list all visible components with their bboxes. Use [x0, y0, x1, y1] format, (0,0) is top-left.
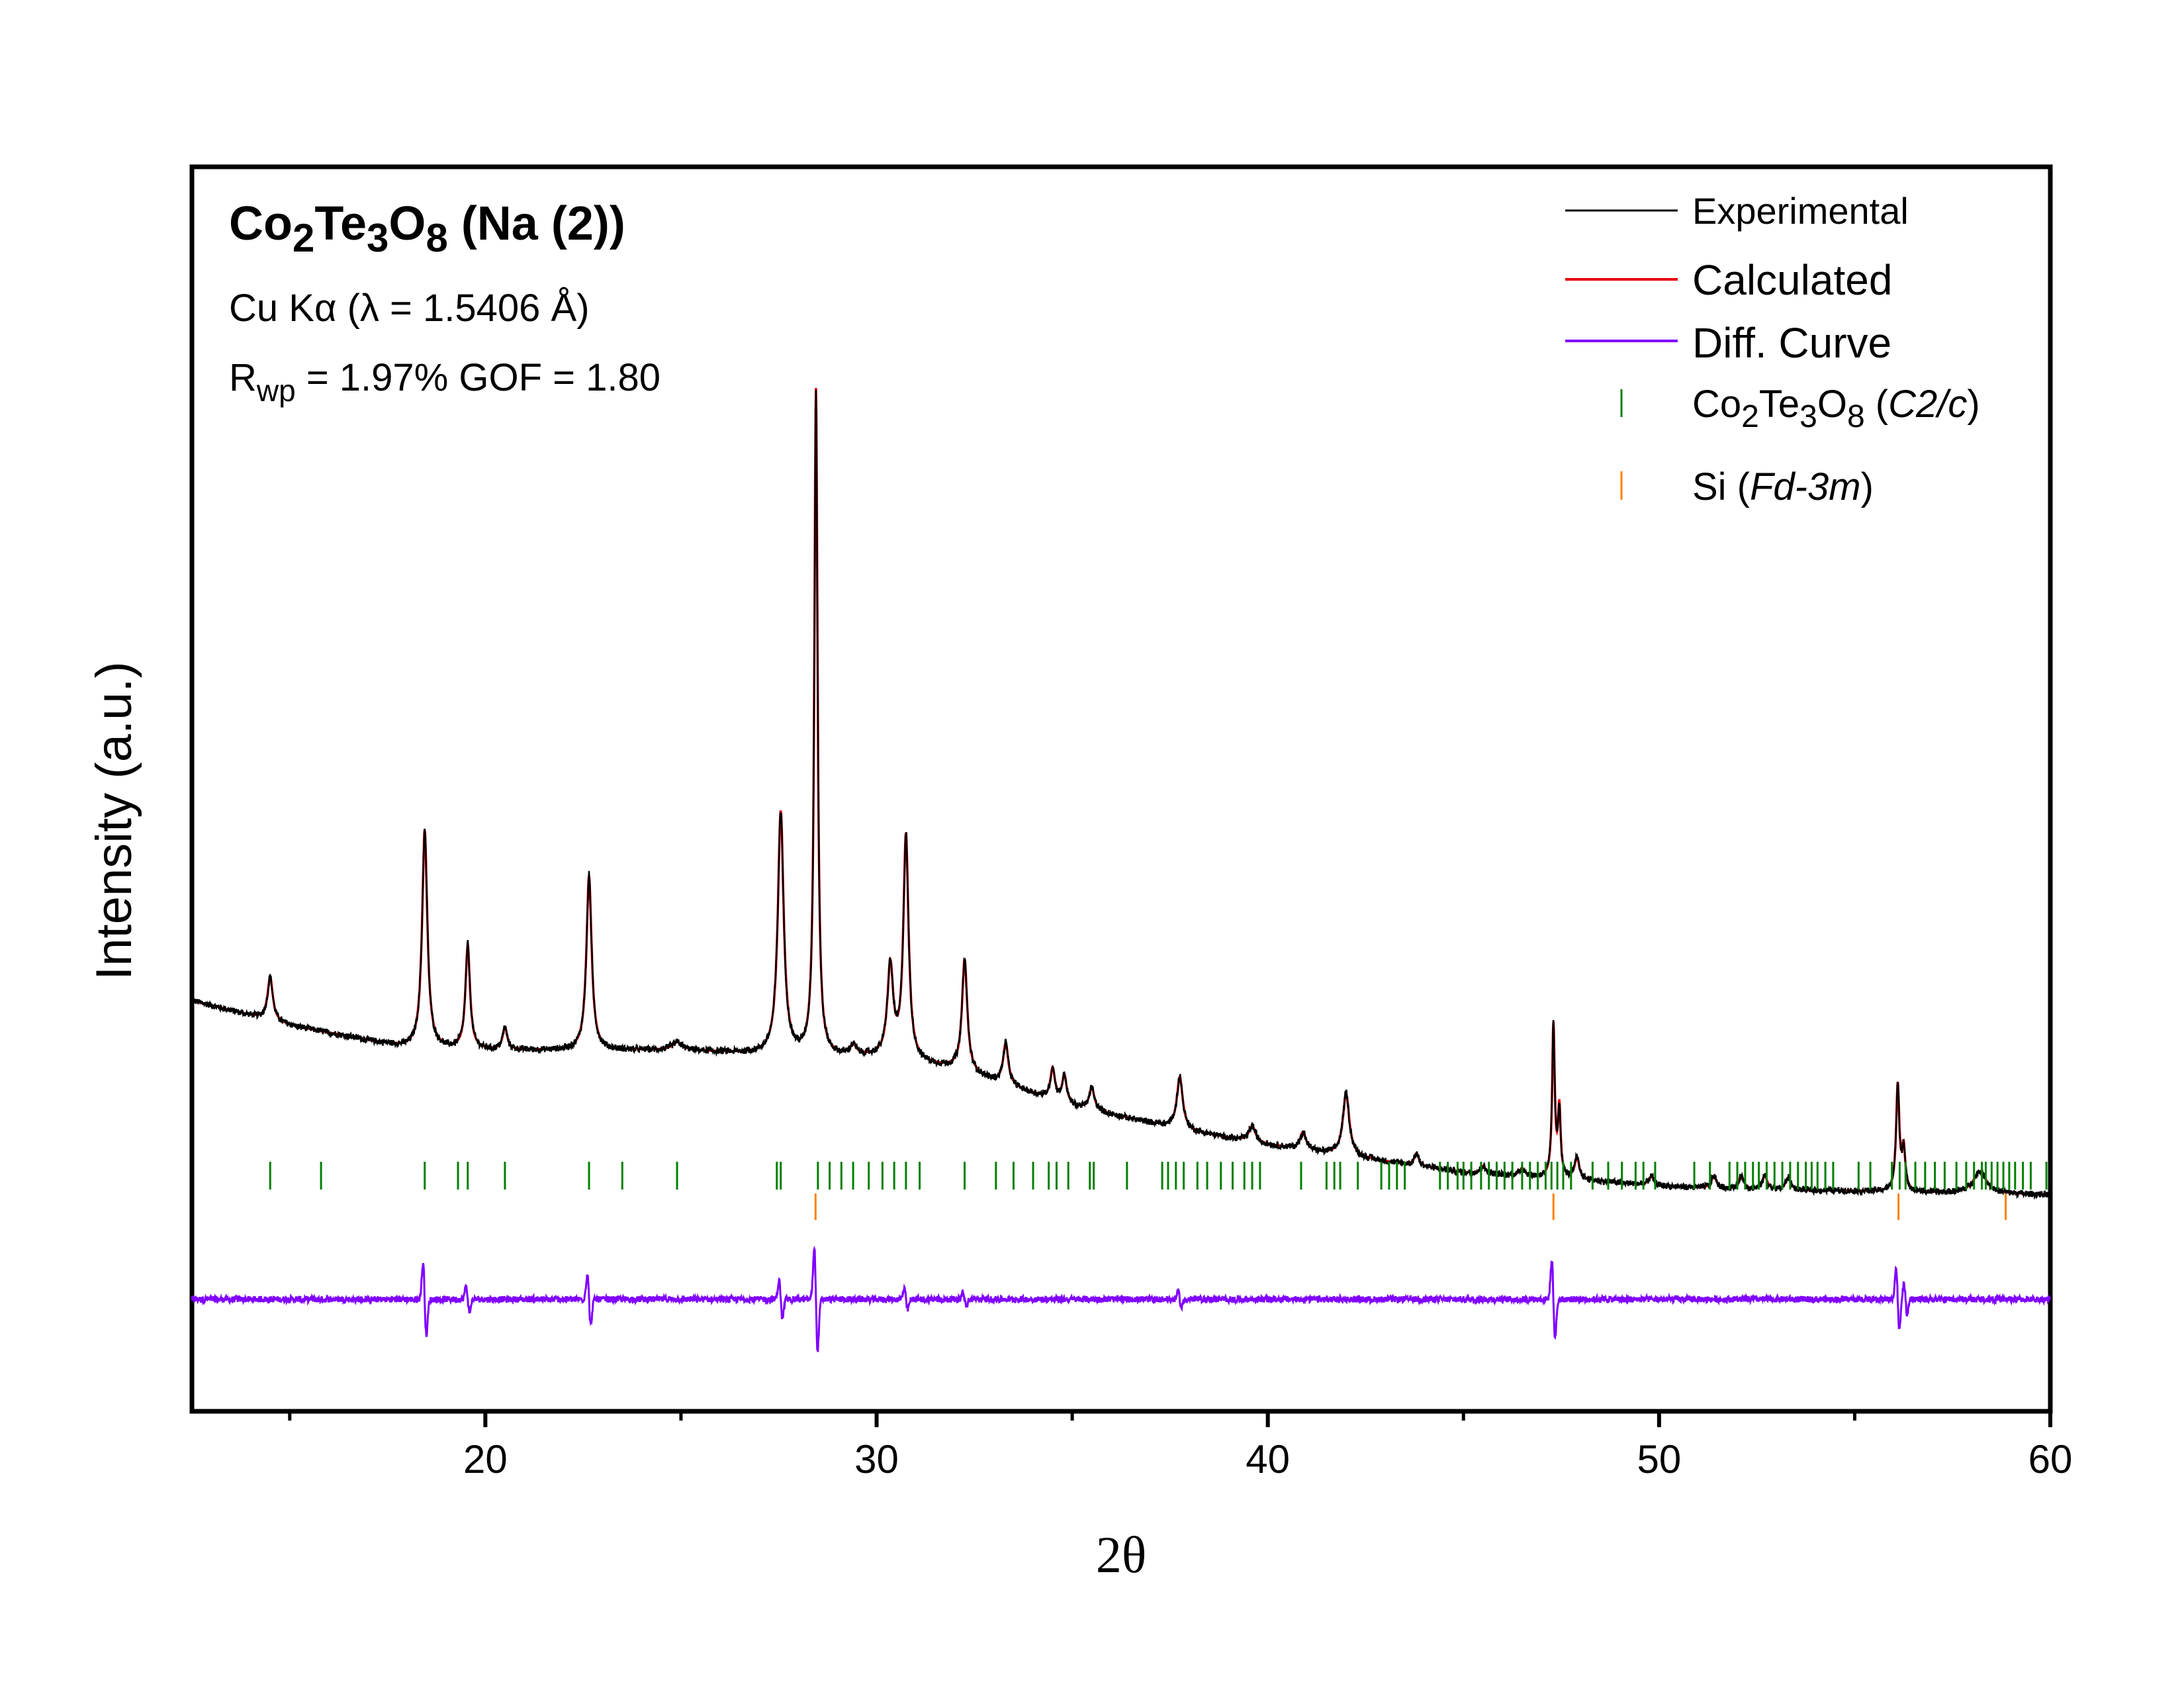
y-axis-label: Intensity (a.u.): [86, 661, 142, 980]
x-tick-label: 50: [1637, 1437, 1681, 1481]
legend-label-co2te3o8: Co2Te3O8 (C2/c): [1692, 383, 1980, 434]
radiation-annotation: Cu Kα (λ = 1.5406 Å): [229, 287, 590, 330]
legend-label-experimental: Experimental: [1692, 190, 1909, 232]
x-tick-label: 60: [2028, 1437, 2073, 1481]
reflection-ticks-co2te3o8: [269, 1162, 2048, 1190]
series-calculated: [191, 388, 2050, 1196]
chart-title: Co2Te3O8 (Na (2)): [229, 197, 625, 260]
x-axis-label: 2θ: [1096, 1526, 1146, 1583]
reflection-ticks-si: [814, 1194, 2007, 1220]
x-tick-label: 40: [1246, 1437, 1290, 1481]
legend-label-si: Si (Fd-3m): [1692, 465, 1874, 508]
plot-frame: [189, 164, 2053, 1414]
x-tick-label: 30: [854, 1437, 899, 1481]
legend-label-diff-curve: Diff. Curve: [1692, 319, 1891, 367]
legend: Experimental Calculated Diff. Curve Co2T…: [1565, 190, 1980, 508]
data-curves: [191, 388, 2052, 1352]
x-axis: 20 30 40 50 60: [288, 1411, 2073, 1481]
legend-label-calculated: Calculated: [1692, 256, 1892, 304]
series-experimental: [191, 389, 2052, 1200]
x-tick-label: 20: [463, 1437, 508, 1481]
series-diff-curve: [191, 1245, 2052, 1352]
fit-statistics: Rwp = 1.97% GOF = 1.80: [229, 356, 660, 408]
